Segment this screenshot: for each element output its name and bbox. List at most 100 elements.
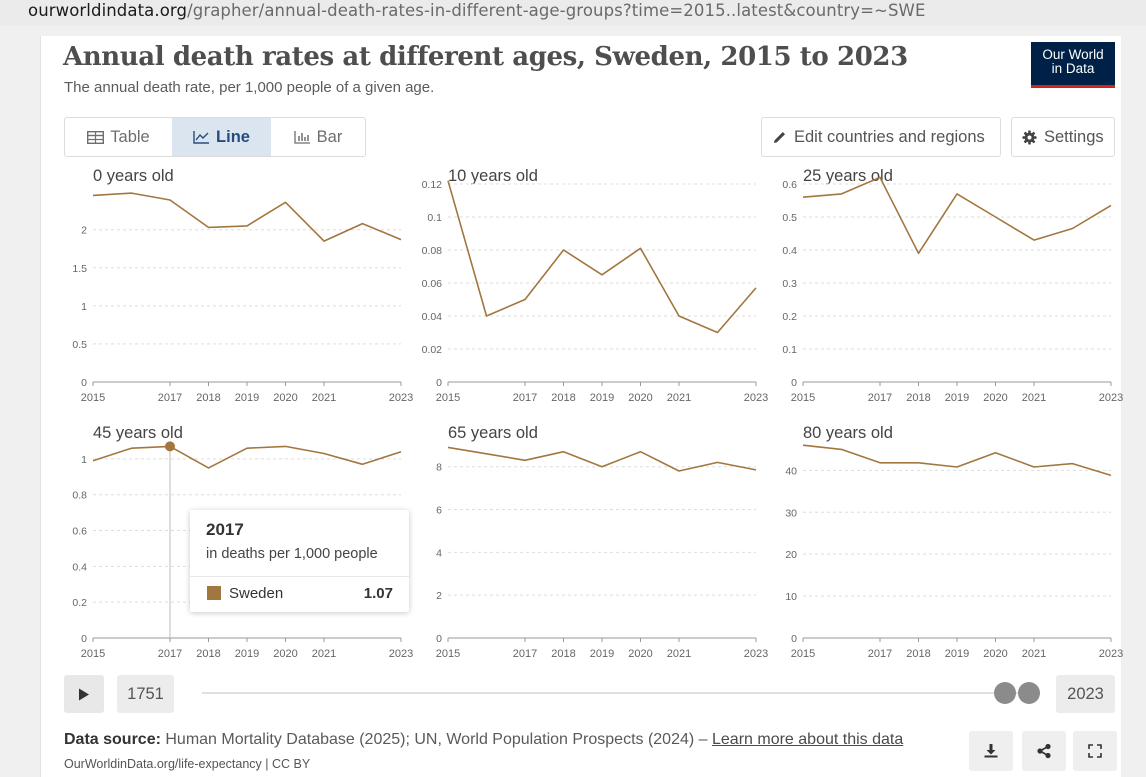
y-tick-label: 40 [785, 465, 797, 477]
series-line-sweden[interactable] [447, 446, 757, 472]
tooltip-entity: Sweden [229, 585, 284, 602]
fullscreen-button[interactable] [1073, 731, 1117, 771]
download-icon [984, 744, 998, 758]
y-tick-label: 6 [436, 505, 442, 517]
x-tick-label: 2023 [1099, 392, 1123, 404]
owid-logo[interactable]: Our World in Data [1031, 42, 1115, 88]
panel-title: 65 years old [448, 424, 538, 442]
x-tick-label: 2019 [945, 648, 969, 660]
x-tick-label: 2020 [628, 392, 652, 404]
y-tick-label: 0.06 [422, 278, 443, 290]
series-line-sweden[interactable] [92, 445, 402, 469]
y-tick-label: 0.3 [782, 278, 797, 290]
x-tick-label: 2018 [906, 392, 930, 404]
x-tick-label: 2021 [1022, 392, 1046, 404]
play-button[interactable] [64, 675, 104, 713]
x-tick-label: 2017 [513, 392, 537, 404]
series-line-sweden[interactable] [447, 180, 757, 334]
share-button[interactable] [1022, 731, 1066, 771]
x-tick-label: 2017 [868, 648, 892, 660]
download-button[interactable] [969, 731, 1013, 771]
gear-icon [1022, 129, 1037, 145]
series-line-sweden[interactable] [802, 444, 1112, 477]
panel-title: 10 years old [448, 167, 538, 185]
url-text[interactable]: ourworldindata.org/grapher/annual-death-… [28, 1, 926, 20]
address-bar[interactable]: ourworldindata.org/grapher/annual-death-… [0, 0, 1146, 26]
y-tick-label: 4 [436, 547, 442, 559]
series-line-sweden[interactable] [802, 176, 1112, 255]
timeline-end-year[interactable]: 2023 [1056, 675, 1115, 713]
x-tick-label: 2019 [590, 648, 614, 660]
bar-chart-icon [294, 131, 310, 144]
pencil-icon [774, 131, 785, 143]
x-tick-label: 2020 [273, 392, 297, 404]
share-icon [1037, 743, 1051, 759]
x-tick-label: 2018 [196, 392, 220, 404]
y-tick-label: 0.4 [72, 561, 87, 573]
x-tick-label: 2019 [945, 392, 969, 404]
x-tick-label: 2017 [158, 648, 182, 660]
tab-line[interactable]: Line [172, 118, 271, 156]
x-tick-label: 2018 [551, 392, 575, 404]
view-tabs: Table Line Bar [64, 117, 366, 157]
fullscreen-icon [1088, 744, 1102, 758]
x-tick-label: 2015 [436, 648, 460, 660]
y-tick-label: 0.6 [782, 179, 797, 191]
y-tick-label: 2 [81, 225, 87, 237]
table-icon [87, 130, 105, 144]
y-tick-label: 0.4 [782, 245, 797, 257]
tab-bar[interactable]: Bar [271, 118, 365, 156]
y-tick-label: 2 [436, 590, 442, 602]
x-tick-label: 2023 [744, 392, 768, 404]
play-icon [79, 688, 89, 700]
x-tick-label: 2018 [196, 648, 220, 660]
x-tick-label: 2019 [235, 392, 259, 404]
x-tick-label: 2018 [906, 648, 930, 660]
y-tick-label: 1.5 [72, 263, 87, 275]
x-tick-label: 2020 [628, 648, 652, 660]
x-tick-label: 2015 [81, 648, 105, 660]
edit-countries-button[interactable]: Edit countries and regions [761, 117, 1001, 157]
learn-more-link[interactable]: Learn more about this data [712, 731, 904, 748]
data-source: Data source: Human Mortality Database (2… [64, 731, 904, 748]
tooltip-swatch [207, 586, 221, 600]
x-tick-label: 2015 [436, 392, 460, 404]
y-tick-label: 8 [436, 462, 442, 474]
panel-title: 0 years old [93, 167, 174, 185]
y-tick-label: 0.5 [782, 212, 797, 224]
tooltip-divider [190, 576, 409, 577]
x-tick-label: 2020 [983, 392, 1007, 404]
y-tick-label: 0.2 [72, 597, 87, 609]
y-tick-label: 0 [81, 377, 87, 389]
x-tick-label: 2019 [235, 648, 259, 660]
y-tick-label: 0.08 [422, 245, 443, 257]
timeline-track[interactable] [202, 692, 1022, 694]
y-tick-label: 0.1 [782, 344, 797, 356]
y-tick-label: 0.6 [72, 526, 87, 538]
x-tick-label: 2020 [983, 648, 1007, 660]
x-tick-label: 2019 [590, 392, 614, 404]
y-tick-label: 0.02 [422, 344, 443, 356]
y-tick-label: 10 [785, 591, 797, 603]
y-tick-label: 0.2 [782, 311, 797, 323]
y-tick-label: 0.12 [422, 179, 443, 191]
x-tick-label: 2023 [744, 648, 768, 660]
y-tick-label: 20 [785, 549, 797, 561]
x-tick-label: 2021 [1022, 648, 1046, 660]
series-line-sweden[interactable] [92, 192, 402, 242]
tab-table[interactable]: Table [65, 118, 172, 156]
x-tick-label: 2017 [158, 392, 182, 404]
x-tick-label: 2021 [312, 648, 336, 660]
citation: OurWorldinData.org/life-expectancy | CC … [64, 757, 311, 771]
timeline-end-handle[interactable] [1018, 682, 1040, 704]
x-tick-label: 2021 [667, 392, 691, 404]
timeline-start-handle[interactable] [994, 682, 1016, 704]
settings-button[interactable]: Settings [1011, 117, 1115, 157]
y-tick-label: 0.8 [72, 490, 87, 502]
timeline-start-year[interactable]: 1751 [117, 675, 174, 713]
panel-title: 45 years old [93, 424, 183, 442]
highlight-point[interactable] [165, 441, 175, 452]
x-tick-label: 2023 [389, 392, 413, 404]
x-tick-label: 2015 [81, 392, 105, 404]
